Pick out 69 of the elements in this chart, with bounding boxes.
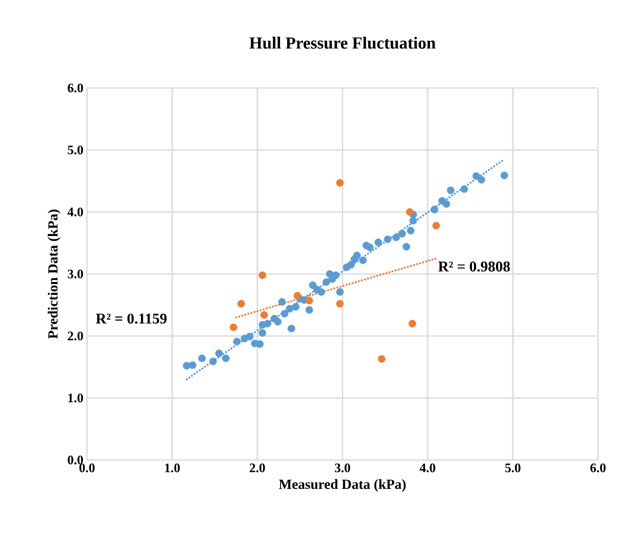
point	[406, 226, 414, 234]
point	[306, 306, 314, 314]
point	[353, 252, 361, 260]
point	[392, 234, 400, 242]
y-axis-title: Prediction Data (kPa)	[48, 210, 60, 339]
x-tick-label: 5.0	[505, 464, 520, 472]
point	[432, 222, 440, 230]
point	[446, 186, 454, 194]
point	[280, 310, 288, 318]
point	[256, 340, 264, 348]
point	[292, 303, 300, 311]
point	[336, 179, 344, 187]
point	[274, 318, 282, 326]
point	[288, 324, 296, 332]
point	[359, 256, 367, 264]
point	[222, 354, 230, 362]
point	[472, 172, 480, 180]
y-tick-label: 1.0	[68, 394, 83, 402]
x-tick-label: 0.0	[79, 464, 95, 472]
y-tick-label: 0.0	[68, 456, 83, 464]
annotation: R² = 0.1159	[96, 314, 167, 324]
point	[246, 332, 254, 340]
point	[460, 185, 468, 193]
point	[366, 244, 374, 252]
point	[336, 300, 344, 308]
chart-title: Hull Pressure Fluctuation	[249, 36, 436, 49]
point	[237, 300, 245, 308]
point	[402, 242, 410, 251]
point	[230, 324, 238, 332]
x-tick-label: 6.0	[590, 464, 606, 472]
point	[264, 320, 272, 328]
point	[347, 260, 355, 268]
y-tick-label: 6.0	[68, 84, 83, 92]
point	[215, 350, 223, 358]
x-tick-label: 4.0	[420, 464, 436, 472]
point	[500, 172, 508, 180]
y-tick-label: 3.0	[68, 270, 83, 278]
point	[260, 311, 268, 319]
point	[258, 329, 266, 337]
point	[398, 230, 406, 238]
point	[286, 304, 294, 313]
x-tick-label: 2.0	[250, 464, 265, 472]
point	[306, 296, 314, 304]
point	[188, 361, 196, 369]
point	[322, 278, 330, 286]
point	[408, 320, 416, 328]
point	[258, 271, 266, 280]
point	[317, 288, 325, 296]
point	[442, 200, 450, 208]
point	[374, 238, 382, 246]
x-axis-title: Measured Data (kPa)	[278, 479, 406, 492]
point	[209, 358, 217, 366]
point	[406, 208, 414, 216]
annotation: R² = 0.9808	[438, 261, 510, 272]
point	[478, 176, 486, 184]
point	[336, 288, 344, 296]
point	[378, 355, 386, 363]
point	[278, 298, 286, 306]
point	[198, 354, 206, 362]
point	[233, 338, 241, 346]
point	[409, 216, 417, 224]
x-tick-label: 1.0	[165, 464, 180, 472]
y-tick-label: 2.0	[68, 332, 83, 340]
point	[294, 292, 302, 300]
y-tick-label: 4.0	[67, 208, 83, 216]
point	[430, 206, 438, 214]
point	[384, 235, 392, 244]
y-tick-label: 5.0	[68, 146, 83, 154]
x-tick-label: 3.0	[334, 464, 350, 472]
